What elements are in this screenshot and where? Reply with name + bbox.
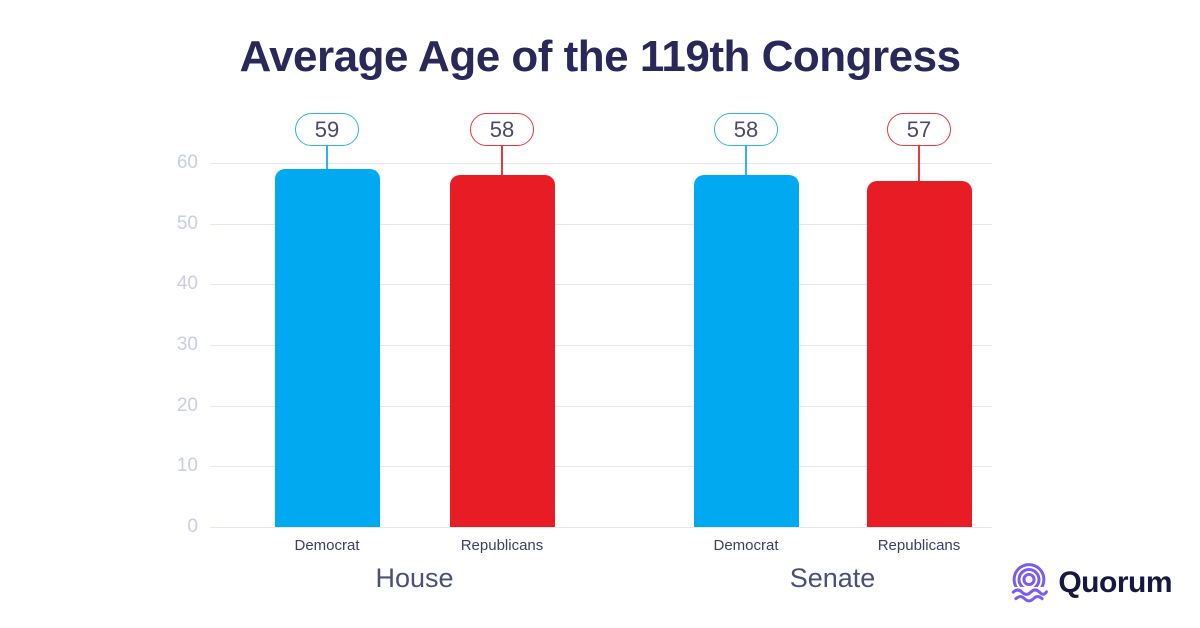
value-badge: 57 — [887, 113, 951, 146]
gridline — [210, 284, 992, 286]
quorum-logo-icon — [1008, 563, 1051, 604]
badge-stem — [918, 146, 920, 182]
gridline — [210, 405, 992, 407]
party-label: Republicans — [460, 537, 544, 554]
badge-stem — [501, 146, 503, 176]
y-tick-label: 50 — [176, 212, 198, 234]
y-tick-label: 60 — [176, 152, 198, 173]
party-label: Republicans — [877, 537, 961, 554]
gridline — [210, 163, 992, 164]
badge-stem — [745, 146, 747, 176]
value-badge: 59 — [295, 113, 359, 146]
group-label-senate: Senate — [789, 563, 876, 593]
y-tick-label: 30 — [176, 334, 198, 355]
bar-democrat — [274, 169, 380, 527]
y-tick-label: 20 — [176, 394, 198, 416]
party-label: Democrat — [294, 537, 360, 554]
chart-title: Average Age of the 119th Congress — [239, 32, 961, 81]
y-tick-label: 40 — [176, 273, 198, 295]
gridline — [210, 223, 992, 225]
bar-democrat — [693, 175, 799, 527]
gridline — [210, 527, 992, 528]
quorum-logo: Quorum — [1008, 562, 1172, 604]
bar-republicans — [866, 181, 972, 527]
party-label: Democrat — [713, 537, 779, 554]
gridline — [210, 466, 992, 468]
gridline — [210, 345, 992, 346]
y-tick-label: 10 — [176, 455, 198, 477]
badge-stem — [326, 146, 328, 170]
group-label-house: House — [375, 563, 454, 593]
value-badge: 58 — [714, 113, 778, 146]
quorum-logo-text: Quorum — [1058, 566, 1172, 599]
bar-republicans — [449, 175, 555, 527]
value-badge: 58 — [470, 113, 534, 146]
y-tick-label: 0 — [187, 516, 198, 537]
